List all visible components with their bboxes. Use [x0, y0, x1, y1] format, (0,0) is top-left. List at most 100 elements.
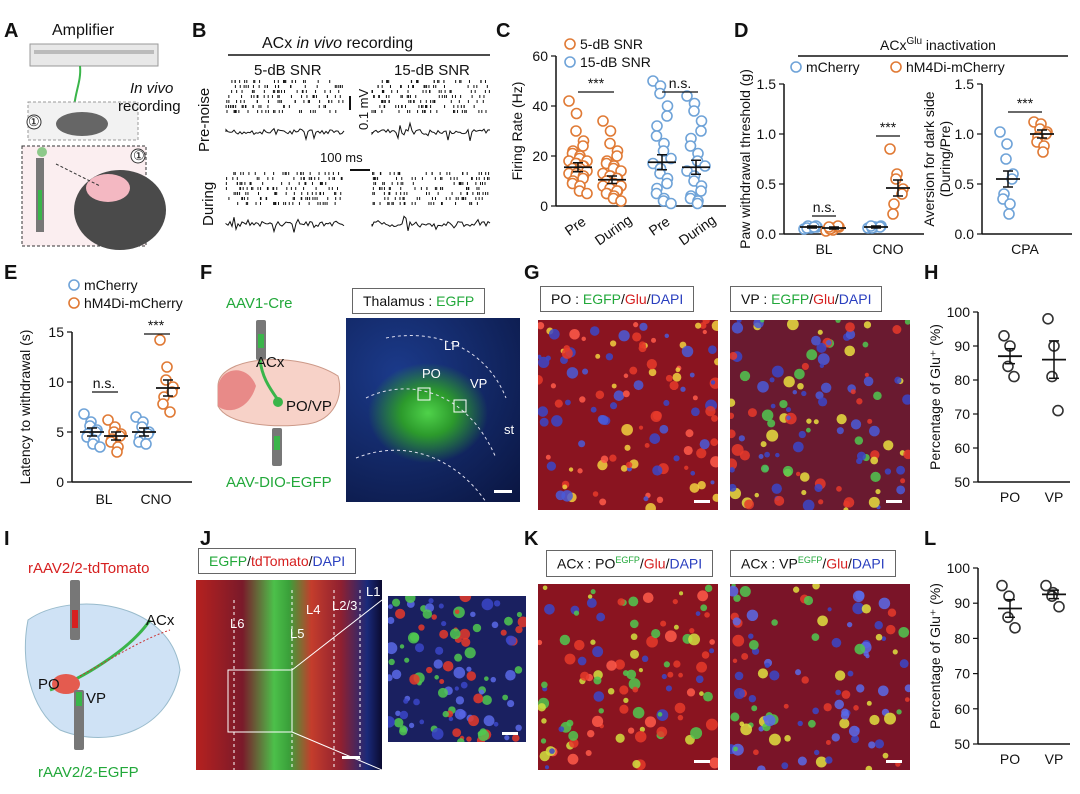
y-tick-label: 40: [532, 98, 548, 114]
cell-marker: [470, 611, 476, 618]
po-label-f: PO: [422, 366, 441, 381]
row-prenoise-label: Pre-noise: [196, 87, 213, 152]
cell-marker: [638, 668, 644, 673]
cell-marker: [632, 759, 641, 769]
cell-marker: [388, 658, 395, 666]
cell-marker: [615, 733, 625, 743]
cell-marker: [388, 674, 393, 682]
cell-marker: [568, 467, 574, 472]
cell-marker: [690, 470, 696, 476]
data-point: [1000, 153, 1012, 165]
cell-marker: [674, 702, 686, 714]
cell-marker: [753, 749, 759, 756]
cell-marker: [684, 465, 689, 470]
panel-a-illustration: [21, 43, 166, 250]
cell-marker: [766, 429, 779, 442]
legend-label: hM4Di-mCherry: [906, 59, 1005, 75]
cell-marker: [730, 712, 740, 722]
cell-marker: [769, 670, 780, 681]
cell-marker: [799, 472, 810, 482]
cell-marker: [695, 611, 701, 616]
po-micrograph: [538, 320, 718, 510]
cell-marker: [782, 465, 794, 477]
cell-marker: [711, 320, 718, 332]
cell-marker: [801, 676, 809, 684]
cell-marker: [843, 507, 849, 510]
y-tick-label: 70: [954, 666, 970, 682]
cell-marker: [767, 419, 776, 428]
cell-marker: [873, 391, 882, 401]
cell-marker: [852, 602, 865, 615]
y-tick-label: 20: [532, 148, 548, 164]
cell-marker: [814, 749, 820, 756]
data-point: [1046, 370, 1058, 383]
data-point: [681, 90, 693, 102]
cell-marker: [538, 406, 549, 417]
cell-marker: [863, 376, 874, 387]
data-point: [1009, 622, 1021, 634]
cell-marker: [827, 607, 832, 612]
cell-marker: [801, 490, 807, 496]
data-point: [611, 150, 623, 162]
data-point: [563, 95, 575, 107]
cell-marker: [740, 723, 753, 736]
cell-marker: [856, 684, 865, 693]
cell-marker: [845, 329, 856, 340]
cell-marker: [783, 376, 795, 388]
cell-marker: [656, 726, 668, 738]
legend-label: mCherry: [806, 59, 860, 75]
data-point: [887, 208, 899, 220]
cell-marker: [538, 356, 550, 369]
l6-label: L6: [230, 616, 245, 631]
data-point: [1004, 198, 1016, 210]
cell-marker: [651, 628, 661, 639]
cell-marker: [746, 609, 759, 622]
cell-marker: [559, 634, 571, 646]
cell-marker: [399, 710, 409, 720]
cell-marker: [457, 738, 465, 742]
cell-marker: [481, 598, 494, 611]
cell-marker: [817, 615, 828, 627]
cell-marker: [391, 669, 402, 680]
cell-marker: [866, 700, 872, 706]
y-tick-label: 10: [48, 374, 64, 390]
legend-marker: [68, 279, 80, 291]
cell-marker: [730, 458, 738, 470]
cell-marker: [388, 604, 393, 609]
cell-marker: [884, 712, 896, 725]
cell-marker: [786, 407, 792, 413]
cell-marker: [760, 441, 767, 448]
y-axis-label: Aversion for dark side(During/Pre): [921, 91, 953, 226]
cell-marker: [801, 362, 809, 370]
data-point: [581, 187, 593, 200]
cell-marker: [805, 427, 811, 433]
cell-marker: [538, 639, 543, 646]
cell-marker: [449, 628, 461, 640]
cell-marker: [854, 436, 864, 445]
cell-marker: [454, 686, 459, 691]
data-point: [996, 579, 1008, 592]
cell-marker: [844, 345, 856, 357]
cell-marker: [689, 483, 700, 493]
panel-b-title: ACx in vivo recording: [262, 35, 414, 52]
x-category-label: During: [676, 212, 719, 249]
cell-marker: [798, 430, 806, 439]
panel-d-title: ACxGlu inactivation: [880, 36, 996, 53]
scale-bar: [694, 760, 710, 763]
cell-marker: [733, 746, 738, 752]
cell-marker: [881, 636, 887, 642]
cell-marker: [651, 337, 657, 343]
cell-marker: [452, 728, 462, 737]
y-tick-label: 1.0: [757, 126, 777, 142]
cell-marker: [454, 708, 466, 720]
cell-marker: [677, 714, 684, 721]
cell-marker: [638, 341, 646, 349]
acx-po-egfp-header: ACx : POEGFP/Glu/DAPI: [546, 550, 714, 577]
panel-label-f: F: [200, 262, 213, 284]
cell-marker: [808, 719, 816, 728]
cell-marker: [815, 756, 827, 768]
y-tick-label: 50: [954, 474, 970, 490]
data-point: [570, 107, 583, 120]
cell-marker: [493, 600, 501, 607]
